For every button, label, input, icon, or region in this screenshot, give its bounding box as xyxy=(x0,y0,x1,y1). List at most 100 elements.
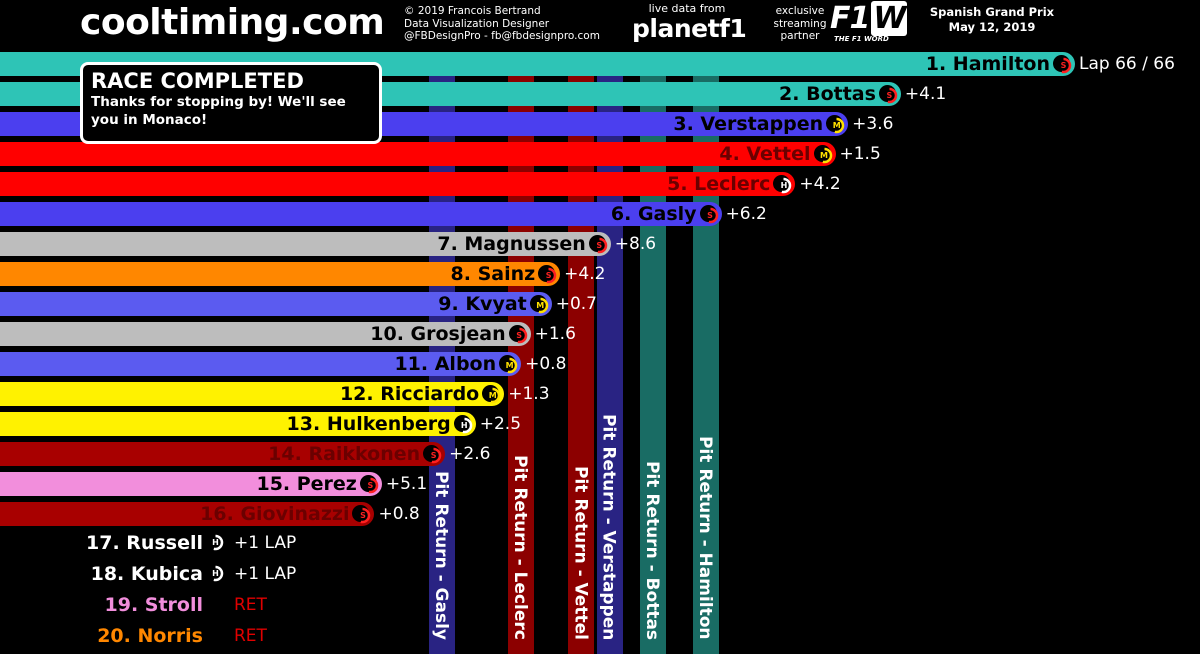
driver-name: 16. Giovinazzi xyxy=(200,503,350,525)
header: cooltiming.com © 2019 Francois Bertrand … xyxy=(0,0,1200,48)
driver-name: 8. Sainz xyxy=(450,263,536,285)
lap-counter: Lap 66 / 66 xyxy=(1079,54,1175,74)
unclassified-driver-name: 17. Russell xyxy=(86,532,203,554)
live-data-caption: live data from xyxy=(648,2,726,15)
tyre-compound-code: H xyxy=(460,421,468,430)
race-status-box: RACE COMPLETED Thanks for stopping by! W… xyxy=(80,62,382,144)
unclassified-driver-gap: +1 LAP xyxy=(234,564,297,584)
driver-name: 9. Kvyat xyxy=(438,293,527,315)
tyre-compound-code: S xyxy=(596,241,603,250)
driver-bar[interactable] xyxy=(0,352,522,376)
tyre-compound-code: S xyxy=(367,481,374,490)
w-logo-text: W xyxy=(871,1,908,36)
driver-gap: +1.3 xyxy=(508,384,550,404)
tyre-compound-code: M xyxy=(488,391,497,400)
race-status-message: Thanks for stopping by! We'll see you in… xyxy=(91,94,346,128)
driver-bar[interactable] xyxy=(0,412,476,436)
pit-return-label: Pit Return - Gasly xyxy=(431,470,451,640)
tyre-compound-code: S xyxy=(360,511,366,520)
credit-line: Data Visualization Designer xyxy=(404,17,550,30)
pit-return-label: Pit Return - Bottas xyxy=(642,460,662,640)
unclassified-driver-gap: +1 LAP xyxy=(234,533,297,553)
tyre-medium-icon: M xyxy=(499,355,518,374)
driver-bar[interactable] xyxy=(0,142,836,166)
driver-name: 7. Magnussen xyxy=(437,233,586,255)
credit-line[interactable]: @FBDesignPro - fb@fbdesignpro.com xyxy=(404,30,600,42)
unclassified-driver-name: 19. Stroll xyxy=(104,594,204,616)
driver-name: 15. Perez xyxy=(256,473,357,495)
driver-bar[interactable] xyxy=(0,382,505,406)
race-status-title: RACE COMPLETED xyxy=(91,69,304,93)
driver-gap: +4.2 xyxy=(564,264,606,284)
driver-gap: +5.1 xyxy=(385,474,428,494)
tyre-hard-icon: H xyxy=(453,415,472,434)
tyre-compound-code: S xyxy=(430,451,437,460)
tyre-hard-icon: H xyxy=(773,175,792,194)
tyre-compound-code: S xyxy=(1060,61,1067,70)
driver-bar[interactable] xyxy=(0,262,561,286)
tyre-compound-code: M xyxy=(832,121,841,130)
tyre-soft-icon: S xyxy=(359,475,379,494)
driver-name: 4. Vettel xyxy=(719,143,811,165)
driver-name: 14. Raikkonen xyxy=(268,443,421,465)
race-chart: Pit Return - Gasly Pit Return - Leclerc Pi… xyxy=(0,48,1200,654)
tyre-compound-code: H xyxy=(212,538,219,547)
event-date: May 12, 2019 xyxy=(948,20,1036,34)
site-logo[interactable]: cooltiming.com xyxy=(80,2,385,43)
tyre-soft-icon: S xyxy=(588,235,608,254)
tyre-hard-icon: H xyxy=(205,563,224,582)
driver-gap: +0.8 xyxy=(525,354,567,374)
tyre-compound-code: H xyxy=(212,569,219,578)
driver-bar[interactable] xyxy=(0,292,552,316)
driver-name: 2. Bottas xyxy=(779,83,876,105)
driver-name: 6. Gasly xyxy=(610,203,697,225)
driver-bars: S 1. Hamilton Lap 66 / 66 S 2. Bottas +4.1 M 3.… xyxy=(0,48,1200,654)
driver-gap: +1.6 xyxy=(534,324,576,344)
pit-return-label: Pit Return - Verstappen xyxy=(598,413,619,640)
credits: © 2019 Francois Bertrand Data Visualizat… xyxy=(404,5,600,43)
driver-bar[interactable] xyxy=(0,202,722,226)
driver-bar[interactable] xyxy=(0,322,531,346)
tyre-soft-icon: S xyxy=(878,85,898,104)
driver-bar[interactable] xyxy=(0,502,375,526)
tyre-hard-icon: H xyxy=(205,532,224,551)
driver-name: 12. Ricciardo xyxy=(339,383,480,405)
f1-word-tagline: THE F1 WORD xyxy=(834,35,889,43)
driver-name: 5. Leclerc xyxy=(667,173,771,195)
driver-gap: +1.5 xyxy=(839,144,881,164)
tyre-medium-icon: M xyxy=(826,115,845,134)
driver-gap: +4.2 xyxy=(799,174,841,194)
pit-return-label: Pit Return - Vettel xyxy=(570,466,591,640)
driver-name: 11. Albon xyxy=(394,353,497,375)
f1-word-logo[interactable]: F1 W THE F1 WORD xyxy=(830,1,908,45)
tyre-medium-icon: M xyxy=(813,145,832,164)
driver-gap: +0.7 xyxy=(555,294,597,314)
driver-gap: +2.5 xyxy=(479,414,522,434)
f1-logo-text: F1 xyxy=(830,1,870,36)
tyre-compound-code: S xyxy=(516,331,522,340)
tyre-soft-icon: S xyxy=(423,445,442,464)
unclassified-driver-name: 18. Kubica xyxy=(90,563,203,585)
planetf1-logo[interactable]: planetf1 xyxy=(632,14,747,43)
tyre-soft-icon: S xyxy=(699,205,718,224)
driver-bar[interactable] xyxy=(0,172,796,196)
tyre-soft-icon: S xyxy=(1053,55,1072,74)
driver-name: 3. Verstappen xyxy=(673,113,824,135)
driver-gap: +6.2 xyxy=(725,204,767,224)
driver-bar[interactable] xyxy=(0,472,382,496)
driver-bar[interactable] xyxy=(0,442,446,466)
driver-gap: +2.6 xyxy=(449,444,491,464)
partner-line: streaming xyxy=(773,17,827,30)
driver-bar[interactable] xyxy=(0,232,611,256)
partner-line: exclusive xyxy=(775,5,825,17)
tyre-medium-icon: M xyxy=(482,385,501,404)
driver-gap: +3.6 xyxy=(852,114,894,134)
event-info: Spanish Grand Prix May 12, 2019 xyxy=(912,5,1072,35)
tyre-compound-code: S xyxy=(707,211,713,220)
driver-gap: +0.8 xyxy=(378,504,420,524)
tyre-compound-code: M xyxy=(505,361,514,370)
event-name: Spanish Grand Prix xyxy=(929,5,1055,19)
unclassified-driver-name: 20. Norris xyxy=(97,625,203,647)
pit-return-label: Pit Return - Leclerc xyxy=(510,455,531,640)
partner-line: partner xyxy=(780,30,820,42)
